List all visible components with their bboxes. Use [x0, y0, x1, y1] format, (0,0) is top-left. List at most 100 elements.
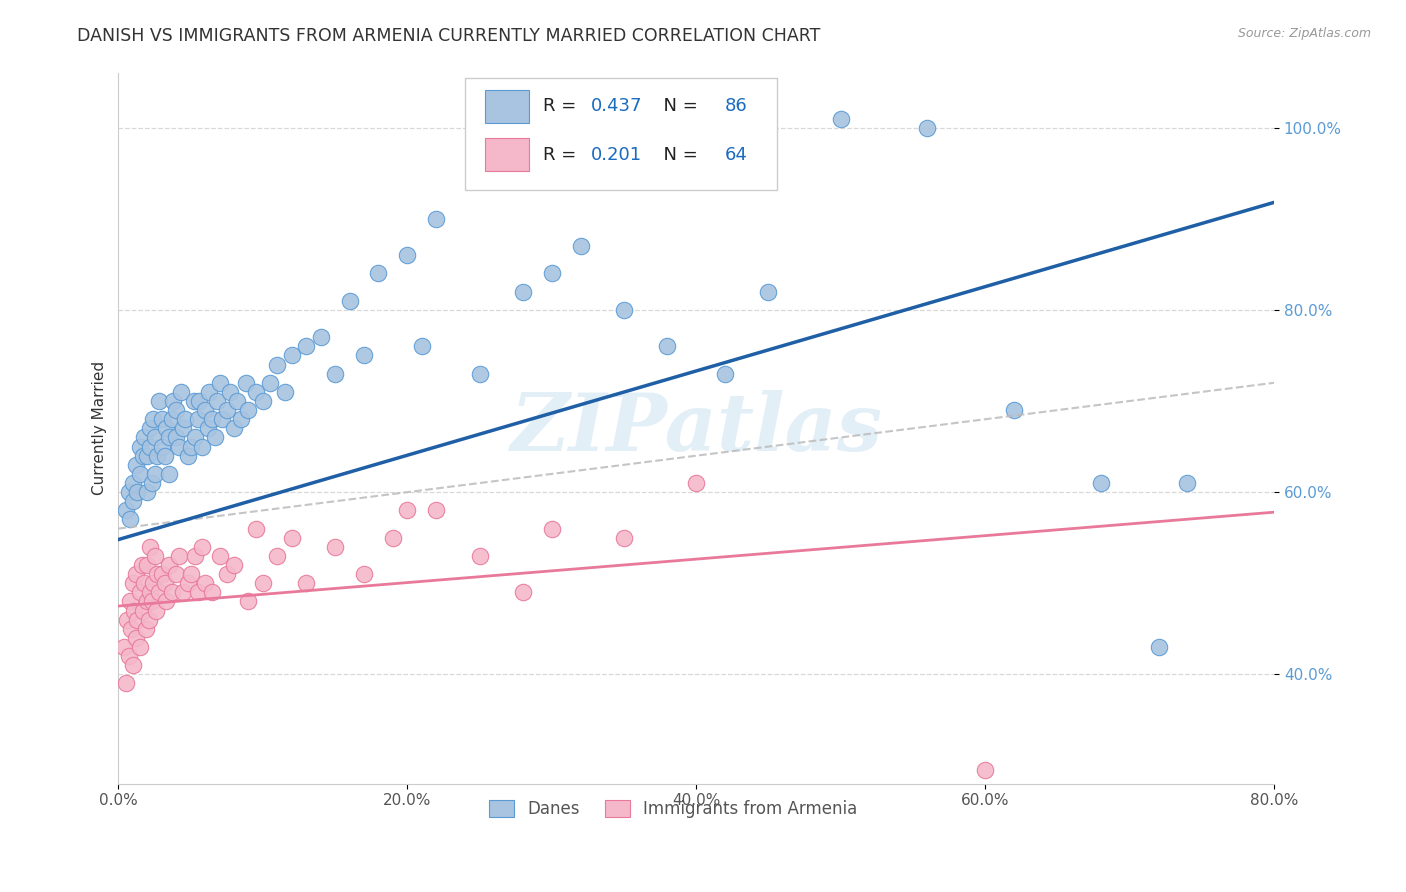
Point: [122, 476, 145, 491]
Legend: Danes, Immigrants from Armenia: Danes, Immigrants from Armenia: [482, 794, 865, 825]
Point: [132, 449, 155, 463]
Point: [245, 522, 267, 536]
Point: [131, 558, 153, 572]
Point: [613, 531, 636, 545]
Point: [150, 412, 173, 426]
Point: [145, 604, 167, 618]
Point: [169, 384, 191, 399]
Point: [830, 112, 852, 126]
Point: [132, 604, 155, 618]
Point: [204, 430, 226, 444]
Point: [134, 576, 156, 591]
Point: [187, 412, 209, 426]
Point: [143, 467, 166, 481]
Point: [613, 302, 636, 317]
Point: [396, 503, 419, 517]
Point: [134, 430, 156, 444]
Point: [540, 522, 562, 536]
Point: [295, 339, 318, 353]
Point: [135, 622, 157, 636]
Text: ZIPatlas: ZIPatlas: [510, 390, 883, 467]
Point: [122, 658, 145, 673]
Point: [194, 576, 217, 591]
Text: N =: N =: [652, 145, 704, 164]
Text: 86: 86: [725, 97, 748, 115]
Point: [139, 585, 162, 599]
Point: [174, 412, 197, 426]
Point: [117, 649, 139, 664]
Point: [139, 440, 162, 454]
Point: [211, 412, 233, 426]
Point: [205, 394, 228, 409]
Point: [127, 613, 149, 627]
Point: [367, 267, 389, 281]
Point: [150, 567, 173, 582]
Point: [194, 403, 217, 417]
FancyBboxPatch shape: [465, 78, 778, 190]
Point: [127, 485, 149, 500]
Point: [309, 330, 332, 344]
Point: [136, 594, 159, 608]
Point: [411, 339, 433, 353]
Point: [1177, 476, 1199, 491]
Point: [218, 384, 240, 399]
Point: [165, 567, 187, 582]
Point: [252, 576, 274, 591]
Point: [339, 293, 361, 308]
Point: [281, 531, 304, 545]
Point: [238, 594, 260, 608]
Point: [125, 567, 148, 582]
Point: [115, 613, 138, 627]
Point: [148, 585, 170, 599]
Point: [141, 476, 163, 491]
Point: [208, 549, 231, 563]
Point: [122, 576, 145, 591]
Point: [353, 567, 375, 582]
Point: [183, 394, 205, 409]
Point: [540, 267, 562, 281]
Point: [118, 512, 141, 526]
Point: [165, 430, 187, 444]
Point: [758, 285, 780, 299]
Y-axis label: Currently Married: Currently Married: [93, 361, 107, 495]
Point: [1147, 640, 1170, 654]
Point: [172, 421, 194, 435]
Point: [117, 485, 139, 500]
Point: [974, 763, 997, 777]
Text: R =: R =: [543, 97, 582, 115]
Point: [222, 558, 245, 572]
Point: [323, 367, 346, 381]
Point: [197, 421, 219, 435]
Point: [125, 631, 148, 645]
Point: [425, 503, 447, 517]
Text: 0.437: 0.437: [591, 97, 643, 115]
Point: [172, 585, 194, 599]
Text: N =: N =: [652, 97, 704, 115]
Point: [917, 120, 939, 135]
Point: [148, 394, 170, 409]
Point: [118, 594, 141, 608]
Point: [180, 440, 202, 454]
Point: [273, 384, 295, 399]
Point: [259, 376, 281, 390]
Point: [129, 640, 152, 654]
Point: [177, 449, 200, 463]
Point: [569, 239, 592, 253]
Point: [295, 576, 318, 591]
Point: [1090, 476, 1112, 491]
Point: [112, 640, 135, 654]
Point: [146, 449, 169, 463]
Point: [245, 384, 267, 399]
Point: [155, 594, 177, 608]
Point: [136, 485, 159, 500]
Point: [143, 549, 166, 563]
Point: [184, 430, 207, 444]
Point: [225, 394, 247, 409]
Point: [139, 540, 162, 554]
Point: [512, 585, 534, 599]
Point: [231, 412, 253, 426]
Point: [139, 421, 162, 435]
Point: [191, 540, 214, 554]
Point: [136, 558, 159, 572]
Point: [187, 585, 209, 599]
